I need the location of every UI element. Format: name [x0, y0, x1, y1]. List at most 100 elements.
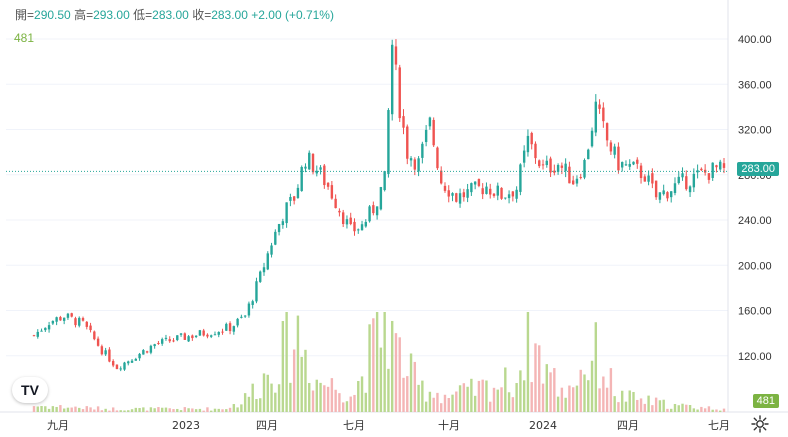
volume-bar [685, 404, 688, 412]
volume-bar [379, 347, 383, 412]
volume-bar [666, 408, 669, 412]
volume-bar [157, 407, 160, 412]
candle-body [236, 318, 239, 326]
volume-bar [274, 392, 277, 412]
volume-bar [651, 405, 654, 412]
candle-body [292, 196, 296, 201]
volume-bar [127, 410, 130, 412]
volume-bar [281, 321, 285, 412]
volume-bar [130, 409, 134, 412]
candle-body [440, 170, 443, 184]
grid-lines [0, 0, 788, 413]
candle-body [36, 331, 39, 337]
candle-body [417, 158, 420, 172]
candle-body [530, 132, 533, 145]
volume-bar [142, 407, 145, 412]
candle-body [696, 170, 699, 173]
volume-bar [496, 389, 499, 412]
candle-body [232, 326, 236, 332]
volume-bar [96, 406, 100, 412]
y-tick-label: 400.00 [738, 34, 772, 46]
candle-body [345, 219, 349, 225]
volume-bar [93, 409, 96, 412]
volume-legend: 481 [14, 31, 35, 45]
tradingview-logo[interactable]: TV [12, 377, 48, 403]
volume-bar [515, 383, 518, 412]
candle-body [390, 44, 394, 115]
x-tick-label: 十月 [438, 418, 460, 432]
volume-bar [447, 397, 450, 412]
volume-bar [462, 383, 466, 412]
volume-bar [292, 349, 296, 412]
volume-bar [315, 379, 318, 412]
volume-bar [259, 398, 262, 412]
candle-body [221, 331, 224, 333]
ohlc-legend: 開=290.50 高=293.00 低=283.00 收=283.00 +2.0… [15, 6, 334, 23]
volume-bar [153, 408, 156, 412]
candle-body [504, 197, 507, 199]
candle-body [594, 101, 598, 133]
candle-body [481, 188, 484, 195]
candle-body [104, 350, 107, 355]
volume-bar [387, 368, 390, 412]
candle-body [360, 224, 364, 231]
x-axis[interactable]: 九月 2023 四月 七月 十月 2024 四月 七月 [47, 418, 730, 432]
candle-body [74, 318, 77, 326]
candle-body [191, 335, 194, 339]
volume-bar [111, 407, 115, 412]
candle-body [700, 168, 703, 171]
high-label: 高= [74, 8, 94, 22]
volume-bar [549, 372, 552, 412]
volume-bar [609, 368, 613, 412]
volume-bar [236, 407, 239, 412]
candle-body [319, 167, 322, 170]
volume-bar [89, 407, 92, 412]
volume-bar [575, 385, 579, 412]
candle-body [613, 146, 616, 155]
candle-body [470, 183, 473, 193]
volume-bar [213, 408, 217, 412]
gear-icon[interactable] [750, 414, 770, 434]
volume-bar [285, 312, 288, 412]
last-price-tag: 283.00 [737, 162, 779, 177]
volume-bar [455, 391, 458, 412]
volume-bar [443, 394, 447, 412]
candle-body [194, 335, 198, 338]
volume-bar [55, 406, 58, 412]
y-axis[interactable]: 400.00360.00320.00280.00240.00200.00160.… [738, 34, 772, 363]
volume-bar [530, 382, 533, 412]
candle-body [662, 190, 665, 195]
volume-bar [451, 394, 454, 412]
candle-body [289, 197, 292, 201]
y-tick-label: 160.00 [738, 306, 772, 318]
candle-body [70, 313, 73, 317]
candle-body [432, 119, 435, 146]
candle-body [466, 189, 469, 198]
volume-bar [677, 405, 680, 412]
candle-body [202, 330, 205, 336]
candle-body [187, 336, 190, 342]
candle-body [240, 316, 243, 318]
volume-bar [191, 408, 194, 412]
candle-body [711, 162, 714, 178]
volume-bar [579, 369, 582, 412]
candle-body [436, 147, 439, 169]
volume-bar [179, 410, 183, 412]
volume-bar [349, 396, 352, 412]
volume-bar [692, 408, 696, 412]
candle-body [387, 110, 390, 174]
candle-body [172, 340, 175, 342]
volume-bar [390, 320, 394, 412]
candle-body [47, 325, 51, 330]
volume-bar [432, 397, 435, 412]
candle-body [383, 171, 386, 191]
volume-bar [172, 409, 175, 412]
candle-body [228, 323, 232, 332]
volume-bar [368, 324, 371, 412]
volume-bars [32, 312, 726, 412]
candle-body [549, 158, 552, 173]
volume-bar [225, 409, 228, 412]
candle-body [134, 358, 138, 361]
volume-bar [78, 407, 81, 412]
